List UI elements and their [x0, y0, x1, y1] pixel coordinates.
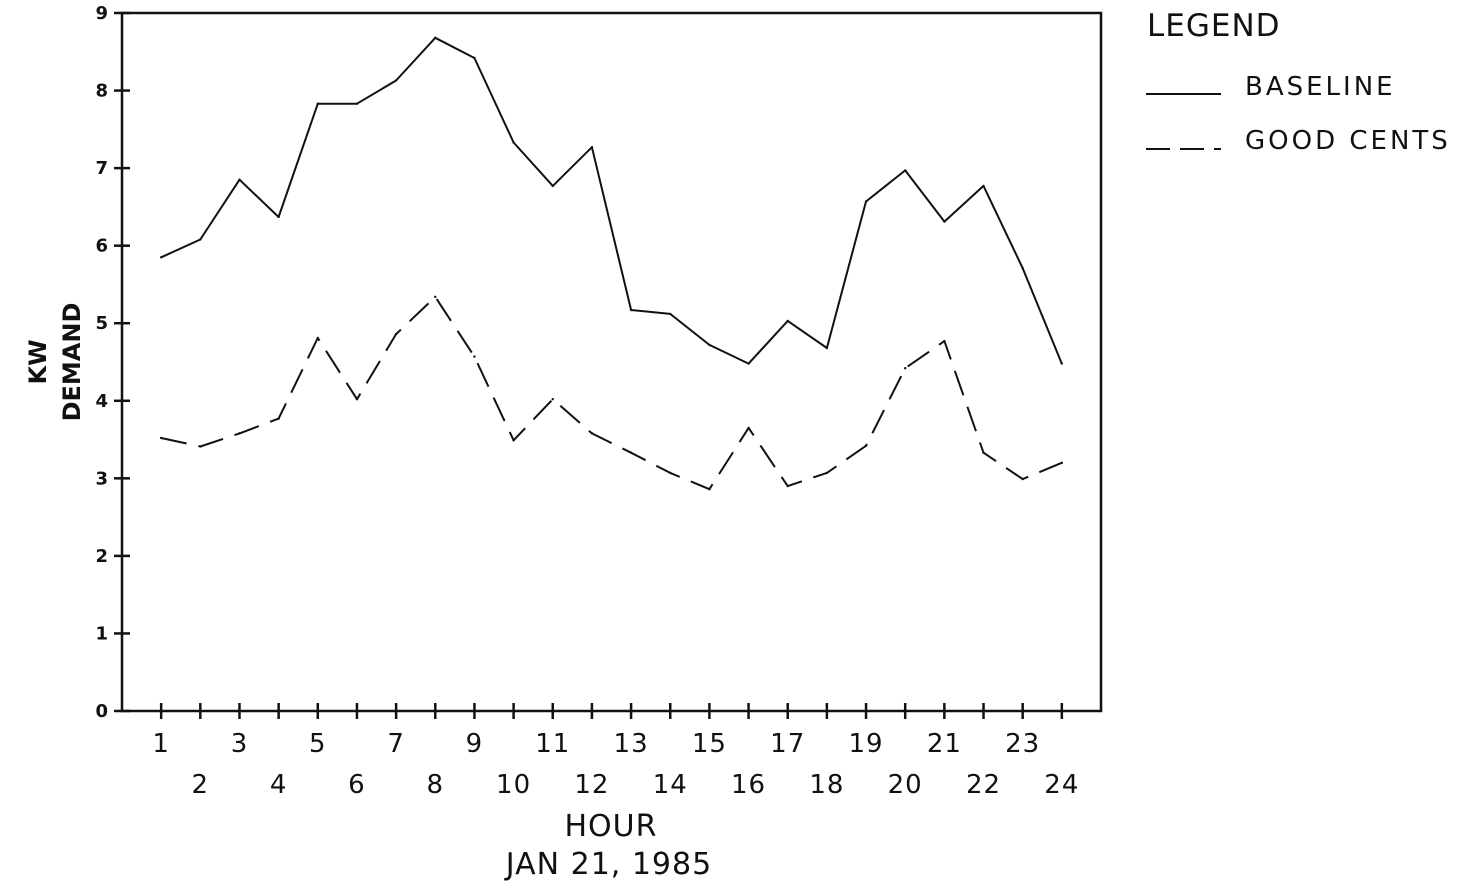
data-point	[786, 319, 789, 323]
data-point	[786, 484, 789, 488]
data-point	[551, 184, 554, 188]
data-point	[864, 444, 868, 447]
x-tick-label: 18	[809, 770, 844, 800]
x-tick-label: 15	[692, 729, 727, 759]
data-point	[277, 417, 280, 420]
data-point	[1060, 461, 1064, 465]
y-tick-label: 4	[95, 391, 108, 412]
x-tick-label: 10	[496, 770, 531, 800]
y-tick-label: 6	[95, 236, 108, 257]
y-tick-label: 7	[95, 158, 108, 179]
x-tick-label: 19	[848, 729, 883, 759]
data-point	[277, 215, 280, 219]
x-tick-label: 1	[152, 729, 170, 759]
x-tick-label: 6	[348, 770, 366, 800]
data-point	[473, 355, 476, 358]
data-point	[1060, 362, 1064, 365]
series-line-good-cents	[160, 295, 1063, 491]
data-point	[629, 308, 633, 312]
x-tick-label: 24	[1044, 770, 1079, 800]
data-point	[512, 141, 515, 144]
data-point	[238, 432, 241, 435]
chart-subtitle: JAN 21, 1985	[504, 847, 712, 882]
x-tick-label: 23	[1005, 729, 1040, 759]
legend-label-good-cents: GOOD CENTS	[1245, 126, 1451, 156]
data-point	[590, 145, 594, 149]
data-point	[238, 178, 241, 181]
plot-frame	[120, 11, 1103, 713]
x-axis-title: HOUR	[565, 809, 658, 844]
data-point	[1021, 477, 1024, 481]
data-point	[394, 332, 398, 336]
data-point	[512, 439, 515, 442]
x-tick-label: 7	[387, 729, 405, 759]
data-point	[864, 200, 868, 203]
x-tick-label: 2	[192, 770, 210, 800]
y-tick-label: 5	[95, 313, 108, 334]
y-tick-label: 9	[95, 3, 108, 24]
y-axis: 0 1 2 3 4 5 6 7 8 9	[95, 3, 130, 722]
legend: LEGEND BASELINE GOOD CENTS	[1146, 8, 1451, 156]
x-tick-label: 16	[731, 770, 766, 800]
y-tick-label: 1	[95, 623, 108, 644]
x-tick-label: 5	[309, 729, 327, 759]
data-point	[982, 184, 985, 188]
y-tick-label: 8	[95, 81, 108, 102]
data-point	[669, 471, 672, 475]
data-point	[159, 256, 163, 259]
x-tick-label: 22	[966, 770, 1001, 800]
legend-title: LEGEND	[1147, 8, 1281, 44]
data-point	[708, 487, 711, 491]
y-axis-title-line1: KW	[24, 339, 52, 384]
x-tick-label: 8	[427, 770, 445, 800]
series-line-baseline	[160, 36, 1063, 365]
x-tick-label: 17	[770, 729, 805, 759]
data-point	[904, 367, 907, 370]
data-point	[943, 220, 946, 223]
x-tick-label: 3	[231, 729, 249, 759]
data-point	[355, 398, 359, 401]
series-layer	[159, 36, 1064, 491]
data-point	[434, 295, 437, 299]
data-point	[473, 56, 476, 60]
data-point	[825, 346, 829, 350]
data-point	[434, 36, 437, 40]
x-tick-label: 12	[574, 770, 609, 800]
data-point	[394, 79, 398, 82]
y-tick-label: 3	[95, 468, 108, 489]
data-point	[1021, 266, 1024, 270]
data-point	[747, 426, 750, 430]
data-point	[551, 398, 554, 401]
data-point	[904, 169, 907, 172]
data-point	[316, 336, 319, 340]
y-tick-label: 2	[95, 546, 108, 567]
data-point	[316, 102, 319, 105]
data-point	[982, 451, 985, 454]
x-tick-label: 21	[927, 729, 962, 759]
data-point	[708, 343, 711, 347]
x-tick-label: 11	[535, 729, 570, 759]
x-tick-label: 20	[888, 770, 923, 800]
y-tick-label: 0	[95, 701, 108, 722]
x-tick-label: 4	[270, 770, 288, 800]
x-tick-label: 13	[614, 729, 649, 759]
x-tick-label: 14	[653, 770, 688, 800]
data-point	[199, 445, 202, 448]
data-point	[669, 312, 672, 316]
x-tick-label: 9	[466, 729, 484, 759]
legend-label-baseline: BASELINE	[1245, 72, 1396, 102]
data-point	[199, 238, 202, 241]
data-point	[590, 432, 594, 435]
data-point	[825, 471, 829, 475]
y-axis-title-line2: DEMAND	[58, 303, 86, 422]
data-point	[747, 362, 750, 365]
data-point	[629, 451, 633, 454]
data-point	[943, 339, 946, 343]
data-point	[355, 102, 359, 105]
data-point	[159, 436, 163, 440]
x-axis: 1 3 5 7 9 11 13 15 17 19 21 232 4 6 8 10 12 14 16 18 20 22 24	[152, 703, 1079, 800]
